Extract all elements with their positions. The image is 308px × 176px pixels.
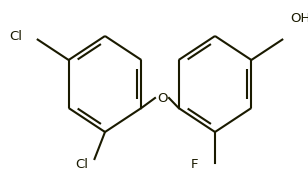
Text: O: O	[157, 92, 167, 105]
Text: F: F	[190, 158, 198, 171]
Text: OH: OH	[290, 11, 308, 24]
Text: Cl: Cl	[9, 30, 22, 42]
Text: Cl: Cl	[75, 158, 88, 171]
